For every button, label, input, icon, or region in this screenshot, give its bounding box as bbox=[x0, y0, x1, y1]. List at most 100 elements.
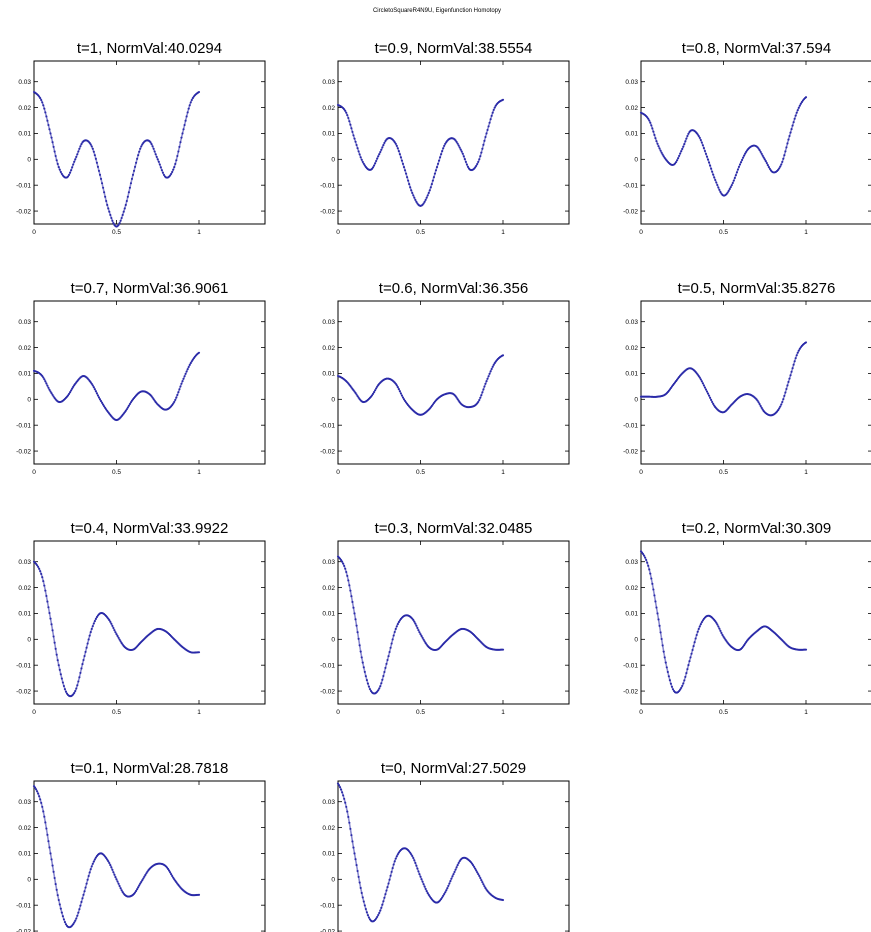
data-point bbox=[480, 879, 483, 882]
x-tick-label: 0 bbox=[639, 229, 643, 236]
data-point bbox=[784, 391, 787, 394]
data-point bbox=[713, 176, 716, 179]
data-point bbox=[668, 679, 671, 682]
data-point bbox=[723, 637, 726, 640]
data-point bbox=[718, 627, 721, 630]
data-point bbox=[347, 579, 350, 582]
data-point bbox=[130, 177, 134, 180]
data-point bbox=[663, 656, 666, 659]
data-point bbox=[389, 874, 392, 877]
data-point bbox=[421, 636, 424, 639]
data-point bbox=[84, 886, 87, 889]
data-point bbox=[178, 145, 181, 148]
data-point bbox=[395, 144, 398, 147]
data-point bbox=[356, 631, 359, 634]
subplot-title: t=0.3, NormVal:32.0485 bbox=[375, 520, 533, 537]
data-point bbox=[368, 688, 372, 691]
data-point bbox=[385, 889, 388, 892]
data-point bbox=[39, 798, 42, 801]
data-point bbox=[95, 161, 98, 164]
data-point bbox=[129, 401, 132, 404]
data-point bbox=[348, 120, 351, 123]
data-point bbox=[57, 664, 60, 667]
data-point bbox=[337, 784, 341, 787]
data-point bbox=[799, 102, 802, 105]
data-point bbox=[791, 367, 794, 370]
data-point bbox=[420, 634, 423, 637]
data-point bbox=[360, 656, 363, 659]
data-point bbox=[683, 143, 686, 146]
data-point bbox=[105, 857, 108, 860]
data-point bbox=[173, 878, 176, 881]
data-point bbox=[125, 199, 128, 203]
data-point bbox=[660, 637, 663, 641]
data-point bbox=[365, 911, 368, 914]
data-point bbox=[447, 884, 450, 887]
data-point bbox=[51, 864, 54, 867]
data-point bbox=[444, 891, 447, 894]
data-point bbox=[696, 630, 699, 633]
data-point bbox=[98, 398, 102, 401]
data-point bbox=[442, 147, 445, 150]
data-point bbox=[94, 617, 97, 620]
y-tick-label: 0.03 bbox=[322, 799, 335, 806]
data-point bbox=[197, 651, 201, 654]
data-point bbox=[108, 619, 111, 622]
data-point bbox=[354, 858, 357, 861]
data-point bbox=[72, 923, 75, 926]
data-point bbox=[757, 147, 760, 150]
data-point bbox=[410, 189, 413, 192]
data-point bbox=[709, 164, 712, 167]
data-point bbox=[353, 852, 356, 855]
data-point bbox=[150, 143, 153, 146]
data-point bbox=[409, 186, 412, 189]
series-line bbox=[337, 354, 504, 416]
data-point bbox=[62, 685, 65, 688]
data-point bbox=[131, 173, 135, 176]
data-point bbox=[474, 166, 477, 169]
data-point bbox=[426, 892, 429, 895]
series-line bbox=[337, 783, 504, 923]
data-point bbox=[346, 810, 349, 813]
data-point bbox=[75, 155, 78, 158]
data-point bbox=[760, 406, 763, 409]
data-point bbox=[376, 915, 379, 918]
data-point bbox=[172, 876, 175, 879]
y-tick-label: 0.01 bbox=[322, 851, 335, 858]
y-tick-label: -0.01 bbox=[320, 422, 335, 429]
data-point bbox=[401, 162, 405, 165]
data-point bbox=[700, 621, 703, 624]
x-tick-label: 0.5 bbox=[416, 469, 425, 476]
data-point bbox=[60, 911, 63, 914]
data-point bbox=[56, 659, 59, 662]
data-point bbox=[74, 158, 77, 161]
data-point bbox=[90, 865, 93, 868]
data-point bbox=[702, 147, 705, 150]
data-point bbox=[183, 375, 186, 378]
data-point bbox=[394, 857, 397, 860]
data-point bbox=[91, 384, 94, 387]
data-point bbox=[357, 396, 360, 399]
data-point bbox=[91, 625, 94, 628]
data-point bbox=[712, 402, 715, 405]
data-point bbox=[103, 191, 106, 194]
data-point bbox=[400, 159, 403, 162]
data-point bbox=[696, 133, 699, 136]
y-tick-label: 0.02 bbox=[625, 345, 638, 352]
data-point bbox=[46, 600, 49, 603]
data-point bbox=[446, 887, 449, 890]
data-point bbox=[188, 363, 191, 367]
data-point bbox=[174, 162, 177, 166]
data-point bbox=[653, 133, 656, 136]
data-point bbox=[61, 681, 64, 684]
data-point bbox=[671, 688, 675, 691]
data-point bbox=[393, 860, 396, 863]
data-point bbox=[783, 154, 786, 157]
data-point bbox=[41, 805, 44, 808]
data-point bbox=[349, 827, 352, 830]
data-point bbox=[181, 380, 184, 383]
subplot-9: t=0.1, NormVal:28.7818 0.03 0.02 0.01 0 -0.01… bbox=[16, 760, 266, 932]
data-point bbox=[71, 387, 74, 390]
plot-frame bbox=[33, 300, 266, 465]
data-point bbox=[50, 136, 53, 139]
